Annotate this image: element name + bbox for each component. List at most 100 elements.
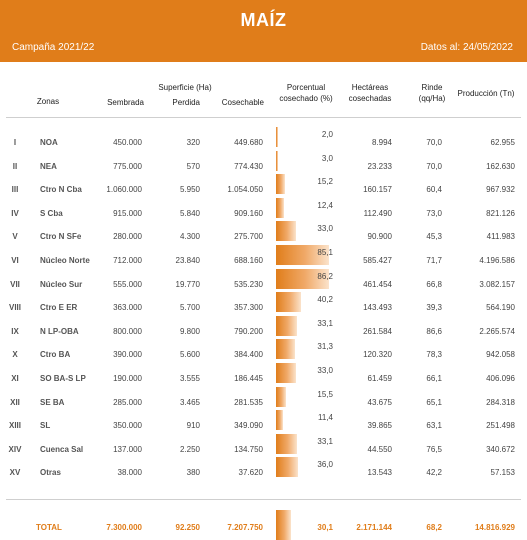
- zone-name: SO BA-S LP: [40, 374, 86, 383]
- pct-bar: [276, 410, 284, 431]
- rinde-value: 60,4: [426, 185, 442, 195]
- row-number: VI: [11, 256, 19, 265]
- zone-name: Núcleo Sur: [40, 279, 83, 289]
- cosechable-value: 1.054.050: [227, 185, 263, 195]
- cosechable-value: 281.535: [234, 397, 263, 407]
- hectareas-value: 13.543: [367, 468, 392, 478]
- rinde-value: 42,2: [426, 468, 442, 478]
- row-number: XI: [11, 374, 19, 383]
- row-number: V: [12, 232, 18, 242]
- zone-name: NEA: [40, 161, 57, 171]
- rinde-value: 66,8: [426, 279, 442, 289]
- sembrada-value: 38.000: [117, 468, 142, 478]
- pct-bar: [276, 245, 329, 265]
- produccion-value: 162.630: [486, 161, 515, 171]
- sembrada-value: 800.000: [113, 326, 142, 336]
- zone-name: SL: [40, 421, 51, 431]
- total-label: TOTAL: [36, 523, 62, 532]
- cosechable-value: 535.230: [234, 279, 263, 289]
- pct-value: 12,4: [317, 200, 333, 210]
- zone-name: Otras: [40, 468, 61, 478]
- cosechable-value: 688.160: [234, 256, 263, 265]
- campaign-label: Campaña 2021/22: [12, 42, 95, 53]
- produccion-value: 62.955: [490, 138, 515, 147]
- total-pct-value: 30,1: [317, 523, 333, 532]
- produccion-value: 942.058: [486, 350, 515, 360]
- row-number: VIII: [8, 303, 21, 313]
- produccion-value: 564.190: [486, 303, 515, 313]
- zone-name: Núcleo Norte: [40, 256, 90, 265]
- pct-bar: [276, 386, 286, 407]
- zone-name: NOA: [40, 138, 58, 147]
- hectareas-value: 61.459: [367, 374, 392, 383]
- pct-value: 40,2: [317, 295, 333, 305]
- zone-name: Cuenca Sal: [40, 444, 84, 454]
- pct-value: 33,0: [317, 224, 333, 234]
- row-number: XV: [9, 468, 21, 478]
- perdida-value: 910: [186, 421, 200, 431]
- row-number: X: [12, 350, 18, 360]
- pct-bar: [276, 221, 297, 242]
- sembrada-value: 915.000: [113, 208, 142, 218]
- produccion-value: 284.318: [486, 397, 515, 407]
- rinde-value: 66,1: [426, 374, 442, 383]
- header-porcentual: Porcentual cosechado (%): [279, 83, 333, 103]
- hectareas-value: 261.584: [363, 326, 392, 336]
- hectareas-value: 120.320: [363, 350, 392, 360]
- cosechable-value: 186.445: [234, 374, 263, 383]
- header-produccion: Producción (Tn): [457, 89, 515, 98]
- produccion-value: 57.153: [490, 468, 515, 478]
- pct-bar: [276, 457, 299, 478]
- cosechable-value: 449.680: [234, 138, 263, 147]
- rinde-value: 78,3: [426, 350, 442, 360]
- hectareas-value: 112.490: [363, 208, 392, 218]
- zone-name: SE BA: [40, 397, 65, 407]
- total-cosechable: 7.207.750: [227, 523, 263, 532]
- pct-value: 33,1: [317, 436, 333, 446]
- sembrada-value: 350.000: [113, 421, 142, 431]
- rinde-value: 86,6: [426, 326, 442, 336]
- hectareas-value: 160.157: [363, 185, 392, 195]
- header-zonas: Zonas: [36, 97, 60, 106]
- rinde-value: 65,1: [426, 397, 442, 407]
- cosechable-value: 357.300: [234, 303, 263, 313]
- sembrada-value: 280.000: [113, 232, 142, 242]
- zone-name: N LP-OBA: [40, 326, 79, 336]
- produccion-value: 411.983: [486, 232, 515, 242]
- total-produccion: 14.816.929: [474, 523, 515, 532]
- total-pct-bar: [276, 510, 291, 540]
- pct-bar: [276, 315, 297, 336]
- sembrada-value: 450.000: [113, 138, 142, 147]
- pct-bar: [276, 363, 297, 383]
- pct-value: 36,0: [317, 460, 333, 470]
- cosechable-value: 349.090: [234, 421, 263, 431]
- pct-value: 85,1: [317, 248, 333, 257]
- row-number: XIII: [8, 421, 21, 431]
- rinde-value: 70,0: [426, 161, 442, 171]
- produccion-value: 406.096: [486, 374, 515, 383]
- row-number: III: [11, 185, 19, 195]
- sembrada-value: 285.000: [113, 397, 142, 407]
- sembrada-value: 390.000: [113, 350, 142, 360]
- hectareas-value: 461.454: [363, 279, 392, 289]
- data-date-label: Datos al: 24/05/2022: [420, 42, 513, 53]
- zone-name: Ctro E ER: [40, 303, 78, 313]
- pct-bar: [276, 292, 301, 313]
- header-hectareas: Hectáreas cosechadas: [348, 83, 392, 103]
- zone-name: S Cba: [40, 208, 63, 218]
- cosechable-value: 774.430: [234, 161, 263, 171]
- perdida-value: 5.600: [179, 350, 200, 360]
- hectareas-value: 90.900: [367, 232, 392, 242]
- pct-bar: [276, 268, 330, 289]
- row-number: I: [13, 138, 17, 147]
- produccion-value: 4.196.586: [479, 256, 515, 265]
- row-number: II: [12, 161, 18, 171]
- header-rinde: Rinde (qq/Ha): [418, 83, 446, 103]
- hectareas-value: 23.233: [367, 161, 392, 171]
- perdida-value: 3.555: [179, 374, 200, 383]
- pct-value: 11,4: [318, 413, 333, 423]
- pct-bar: [276, 150, 278, 171]
- perdida-value: 3.465: [179, 397, 200, 407]
- header-cosechable: Cosechable: [221, 98, 264, 107]
- produccion-value: 340.672: [486, 444, 515, 454]
